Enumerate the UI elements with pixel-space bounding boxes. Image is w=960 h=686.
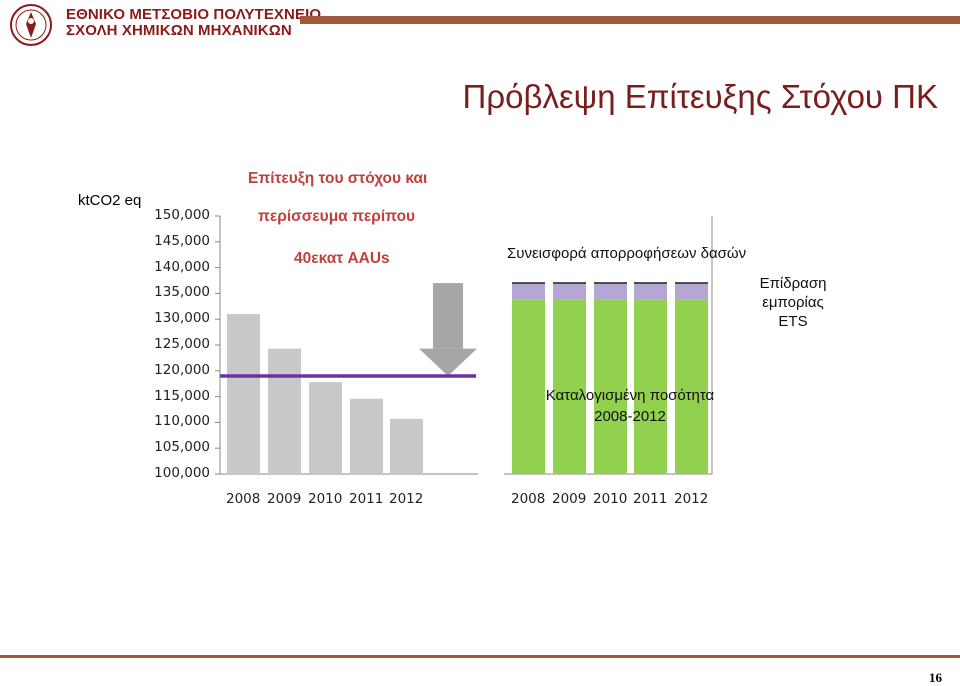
x-tick-label: 2009 — [267, 491, 302, 507]
annotation-assigned: Καταλογισμένη ποσότητα 2008-2012 — [530, 385, 730, 427]
stacked-bar-assigned-2012 — [675, 299, 708, 474]
x-tick-label: 2009 — [552, 491, 587, 507]
stacked-bar-ets-2009 — [553, 282, 586, 285]
down-arrow-icon — [419, 348, 477, 376]
page-title: Πρόβλεψη Επίτευξης Στόχου ΠΚ — [462, 78, 938, 115]
annotation-achievement-line2: περίσσευμα περίπου — [258, 208, 416, 225]
x-tick-label: 2010 — [308, 491, 343, 507]
stacked-bar-forest-2008 — [512, 284, 545, 300]
x-tick-label: 2012 — [389, 491, 424, 507]
y-tick-label: 110,000 — [154, 413, 210, 430]
page-number: 16 — [929, 670, 942, 685]
annotation-achievement-line1: Επίτευξη του στόχου και — [248, 170, 428, 187]
x-tick-label: 2008 — [226, 491, 261, 507]
stacked-bar-ets-2010 — [594, 282, 627, 285]
annotation-forest: Συνεισφορά απορροφήσεων δασών — [507, 245, 747, 262]
stacked-bar-assigned-2011 — [634, 299, 667, 474]
five-year-total-bar — [433, 283, 463, 349]
bar-2008 — [227, 314, 260, 474]
x-tick-label: 2010 — [593, 491, 628, 507]
footer-accent-bar — [0, 655, 960, 658]
annotation-achievement-line3: 40εκατ AAUs — [294, 250, 390, 267]
annotation-ets-line3: ETS — [778, 313, 808, 330]
x-tick-label: 2008 — [511, 491, 546, 507]
y-tick-label: 150,000 — [154, 207, 210, 223]
unit-label: ktCO2 eq — [78, 192, 142, 209]
stacked-bar-forest-2010 — [594, 284, 627, 300]
stacked-bar-forest-2012 — [675, 284, 708, 300]
institution-name: ΕΘΝΙΚΟ ΜΕΤΣΟΒΙΟ ΠΟΛΥΤΕΧΝΕΙΟ — [66, 6, 322, 23]
annotation-ets-line1: Επίδραση — [759, 275, 827, 292]
x-tick-label: 2011 — [633, 491, 668, 507]
y-tick-label: 125,000 — [154, 336, 210, 352]
school-name: ΣΧΟΛΗ ΧΗΜΙΚΩΝ ΜΗΧΑΝΙΚΩΝ — [66, 22, 292, 39]
university-seal-icon — [10, 4, 52, 46]
annotation-assigned-line2: 2008-2012 — [594, 408, 666, 425]
stacked-bar-assigned-2008 — [512, 299, 545, 474]
bar-2012 — [390, 418, 423, 474]
y-tick-label: 135,000 — [154, 284, 210, 301]
stacked-bar-forest-2009 — [553, 284, 586, 300]
annotation-assigned-line1: Καταλογισμένη ποσότητα — [545, 387, 715, 404]
annotation-ets-line2: εμπορίας — [762, 294, 824, 311]
header-accent-bar — [300, 16, 960, 24]
stacked-bar-assigned-2009 — [553, 299, 586, 474]
y-tick-label: 100,000 — [154, 465, 210, 481]
stacked-bar-ets-2011 — [634, 282, 667, 285]
x-tick-label: 2012 — [674, 491, 709, 507]
y-tick-label: 130,000 — [154, 310, 210, 327]
y-tick-label: 120,000 — [154, 361, 210, 378]
stacked-bar-ets-2008 — [512, 282, 545, 285]
stacked-bar-forest-2011 — [634, 284, 667, 300]
x-tick-label: 2011 — [349, 491, 384, 507]
bar-2009 — [268, 348, 301, 474]
annotation-ets: Επίδραση εμπορίας ETS — [750, 274, 836, 331]
y-tick-label: 105,000 — [154, 439, 210, 456]
stacked-bar-assigned-2010 — [594, 299, 627, 474]
y-tick-label: 115,000 — [154, 387, 210, 404]
y-tick-label: 140,000 — [154, 258, 210, 275]
bar-2011 — [350, 398, 383, 474]
bar-2010 — [309, 382, 342, 474]
stacked-bar-ets-2012 — [675, 282, 708, 285]
y-tick-label: 145,000 — [154, 232, 210, 249]
